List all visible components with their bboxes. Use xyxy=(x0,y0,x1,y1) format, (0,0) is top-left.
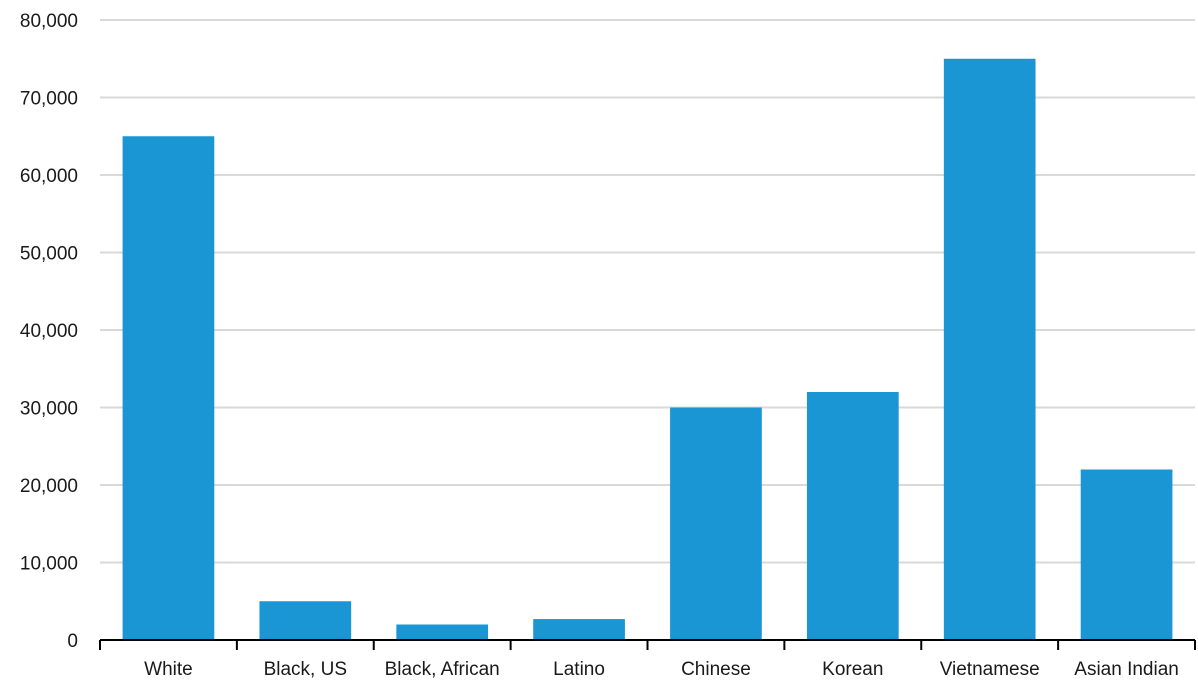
gridlines xyxy=(100,19,1195,564)
x-tick-label: Chinese xyxy=(681,659,751,680)
y-tick-label: 80,000 xyxy=(20,11,78,32)
y-tick-label: 0 xyxy=(67,631,78,652)
bar-latino xyxy=(533,619,625,640)
y-tick-label: 40,000 xyxy=(20,321,78,342)
y-tick-label: 20,000 xyxy=(20,476,78,497)
y-axis-tick-labels: 0 10,000 20,000 30,000 40,000 50,000 60,000 70,… xyxy=(20,11,78,652)
bar-korean xyxy=(806,392,899,640)
bar-chinese xyxy=(670,407,762,640)
bar-black-african xyxy=(396,624,489,640)
x-tick-label: Latino xyxy=(553,659,605,680)
x-tick-label: Asian Indian xyxy=(1074,659,1179,680)
bar-black-us xyxy=(259,601,352,640)
x-tick-label: White xyxy=(144,659,193,680)
x-tick-label: Vietnamese xyxy=(940,659,1040,680)
y-tick-label: 60,000 xyxy=(20,166,78,187)
y-tick-label: 70,000 xyxy=(20,89,78,110)
x-tick-label: Black, US xyxy=(264,659,347,680)
y-tick-label: 30,000 xyxy=(20,399,78,420)
x-tick-label: Black, African xyxy=(385,659,500,680)
x-tick-label: Korean xyxy=(822,659,883,680)
bars xyxy=(122,58,1173,640)
y-tick-label: 10,000 xyxy=(20,554,78,575)
x-axis-tick-labels: White Black, US Black, African Latino Chines… xyxy=(144,659,1179,680)
x-axis xyxy=(99,639,1196,650)
bar-asian-indian xyxy=(1080,469,1173,640)
y-tick-label: 50,000 xyxy=(20,244,78,265)
bar-vietnamese xyxy=(943,58,1036,640)
bar-white xyxy=(122,136,215,640)
